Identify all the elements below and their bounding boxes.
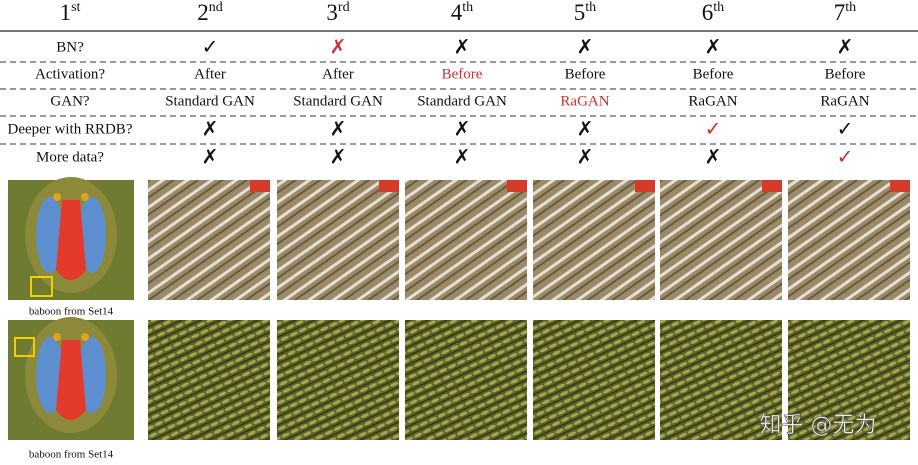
caption: baboon from Set14: [29, 306, 114, 318]
cell: Before: [693, 66, 734, 82]
column-header: 3rd: [326, 0, 349, 25]
header-suffix: st: [71, 0, 80, 15]
cell: ✓: [837, 145, 854, 169]
cell: ✓: [202, 35, 219, 59]
header-suffix: th: [845, 0, 856, 15]
watermark: 知乎 @无为: [760, 413, 877, 438]
column-header: 5th: [574, 0, 596, 25]
crop-image: [277, 180, 399, 300]
header-number: 7: [834, 0, 846, 25]
column-header: 1st: [60, 0, 81, 25]
cell: ✗: [330, 117, 347, 141]
header-number: 3: [326, 0, 338, 25]
cell: RaGAN: [688, 93, 737, 109]
cell: After: [322, 66, 354, 82]
cell: Before: [565, 66, 606, 82]
cell: ✗: [330, 35, 347, 59]
cell: ✗: [577, 117, 594, 141]
cell: RaGAN: [820, 93, 869, 109]
crop-accent: [250, 180, 270, 192]
cell: ✗: [837, 35, 854, 59]
baboon-thumbnail: [8, 177, 134, 300]
header-suffix: th: [462, 0, 473, 15]
row-label: BN?: [56, 39, 84, 55]
cell: ✗: [577, 35, 594, 59]
crop-image: [660, 320, 782, 440]
crop-image: [533, 180, 655, 300]
cell: ✗: [705, 35, 722, 59]
header-suffix: th: [585, 0, 596, 15]
crop-accent: [379, 180, 399, 192]
column-header: 7th: [834, 0, 856, 25]
header-suffix: nd: [209, 0, 223, 15]
crop-accent: [890, 180, 910, 192]
cell: ✗: [454, 145, 471, 169]
header-number: 2: [197, 0, 209, 25]
cell: After: [194, 66, 226, 82]
cell: ✓: [705, 117, 722, 141]
header-number: 6: [702, 0, 714, 25]
cell: ✗: [202, 117, 219, 141]
header-number: 1: [60, 0, 72, 25]
crop-image: [788, 320, 910, 440]
baboon-thumbnail: [8, 317, 134, 440]
cell: Before: [825, 66, 866, 82]
cell: ✗: [705, 145, 722, 169]
row-label: More data?: [36, 149, 104, 165]
column-header: 2nd: [197, 0, 223, 25]
column-header: 4th: [451, 0, 473, 25]
crop-image: [148, 320, 270, 440]
cell: Standard GAN: [417, 93, 507, 109]
crop-accent: [635, 180, 655, 192]
cell: ✗: [454, 35, 471, 59]
column-header: 6th: [702, 0, 724, 25]
header-suffix: rd: [338, 0, 350, 15]
header-number: 4: [451, 0, 463, 25]
cell: Before: [442, 66, 483, 82]
crop-image: [533, 320, 655, 440]
crop-accent: [762, 180, 782, 192]
crop-image: [148, 180, 270, 300]
crop-image: [405, 180, 527, 300]
crop-image: [405, 320, 527, 440]
cell: ✗: [577, 145, 594, 169]
cell: ✗: [330, 145, 347, 169]
cell: Standard GAN: [293, 93, 383, 109]
row-label: Activation?: [35, 66, 105, 82]
cell: Standard GAN: [165, 93, 255, 109]
crop-image: [660, 180, 782, 300]
row-separators: [0, 61, 918, 145]
cell: ✗: [202, 145, 219, 169]
crop-accent: [507, 180, 527, 192]
header-number: 5: [574, 0, 586, 25]
cell: RaGAN: [560, 93, 609, 109]
crop-image: [788, 180, 910, 300]
cell: ✗: [454, 117, 471, 141]
crop-image: [277, 320, 399, 440]
row-label: GAN?: [50, 93, 89, 109]
row-label: Deeper with RRDB?: [8, 121, 133, 137]
header-suffix: th: [713, 0, 724, 15]
cell: ✓: [837, 117, 854, 141]
caption: baboon from Set14: [29, 449, 114, 461]
